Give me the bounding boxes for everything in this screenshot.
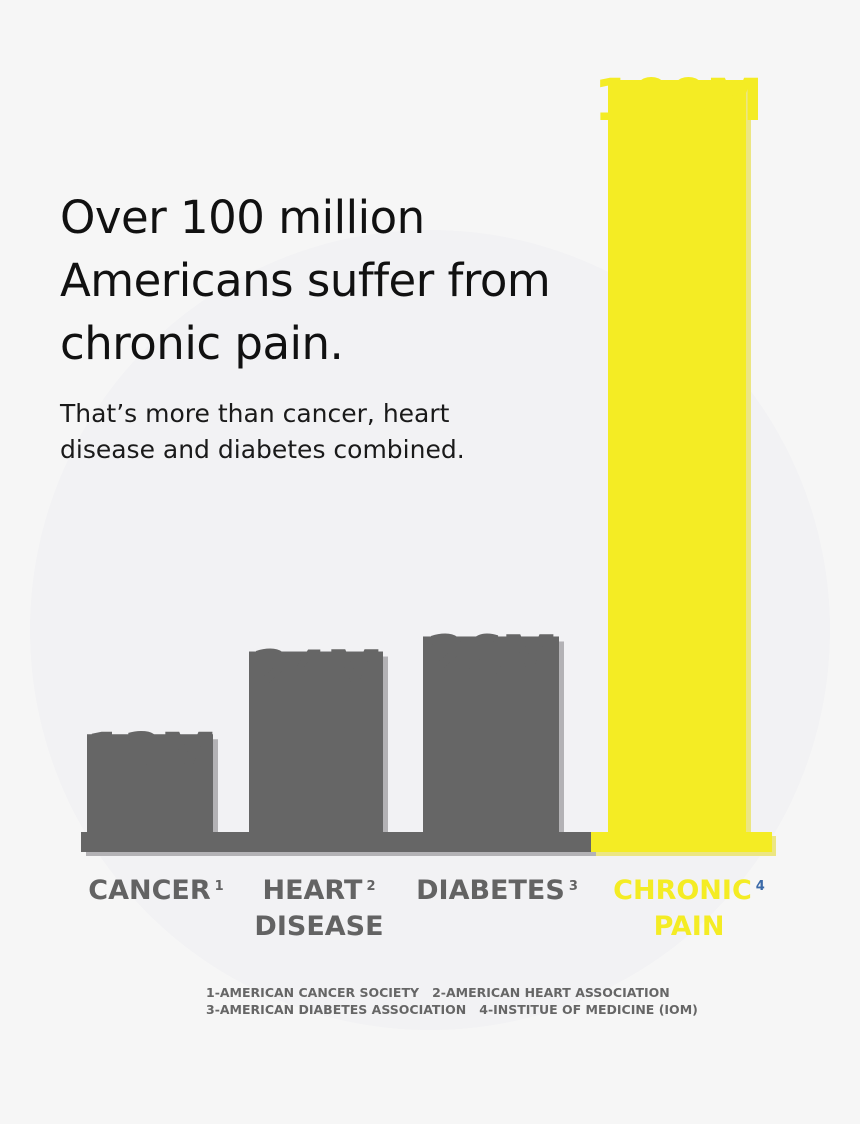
category-label-cancer: CANCER 1 bbox=[88, 875, 224, 906]
bar-value-label: 26M bbox=[426, 622, 555, 690]
subhead: That’s more than cancer, heart disease a… bbox=[60, 399, 465, 464]
category-label-heart-disease: HEART 2 DISEASE bbox=[254, 875, 384, 942]
bars bbox=[87, 80, 746, 832]
value-labels: 13M 24M 26M 100M bbox=[85, 66, 763, 788]
baseline bbox=[81, 832, 776, 856]
footnote-marker: 4 bbox=[755, 879, 765, 894]
bar-value-label: 13M bbox=[85, 720, 214, 788]
bar-value-label: 24M bbox=[251, 638, 380, 706]
footnote-line-1: 1-AMERICAN CANCER SOCIETY 2-AMERICAN HEA… bbox=[206, 985, 670, 1000]
footnote-line-2: 3-AMERICAN DIABETES ASSOCIATION 4-INSTIT… bbox=[206, 1002, 698, 1017]
category-label-chronic-pain: CHRONIC 4 PAIN bbox=[613, 875, 765, 942]
footnotes: 1-AMERICAN CANCER SOCIETY 2-AMERICAN HEA… bbox=[206, 984, 698, 1018]
bar-cancer bbox=[87, 734, 213, 832]
headline: Over 100 million Americans suffer from c… bbox=[60, 191, 551, 370]
bar-diabetes bbox=[423, 636, 559, 832]
bar-value-label: 100M bbox=[594, 66, 761, 134]
baseline-highlight bbox=[591, 832, 772, 852]
bar-chronic-pain bbox=[608, 80, 746, 832]
footnote-marker: 1 bbox=[214, 879, 224, 894]
footnote-marker: 3 bbox=[568, 879, 578, 894]
footnote-marker: 2 bbox=[366, 879, 376, 894]
baseline-gray bbox=[81, 832, 591, 852]
category-label-diabetes: DIABETES 3 bbox=[416, 875, 578, 906]
bar-heart-disease bbox=[249, 651, 383, 832]
